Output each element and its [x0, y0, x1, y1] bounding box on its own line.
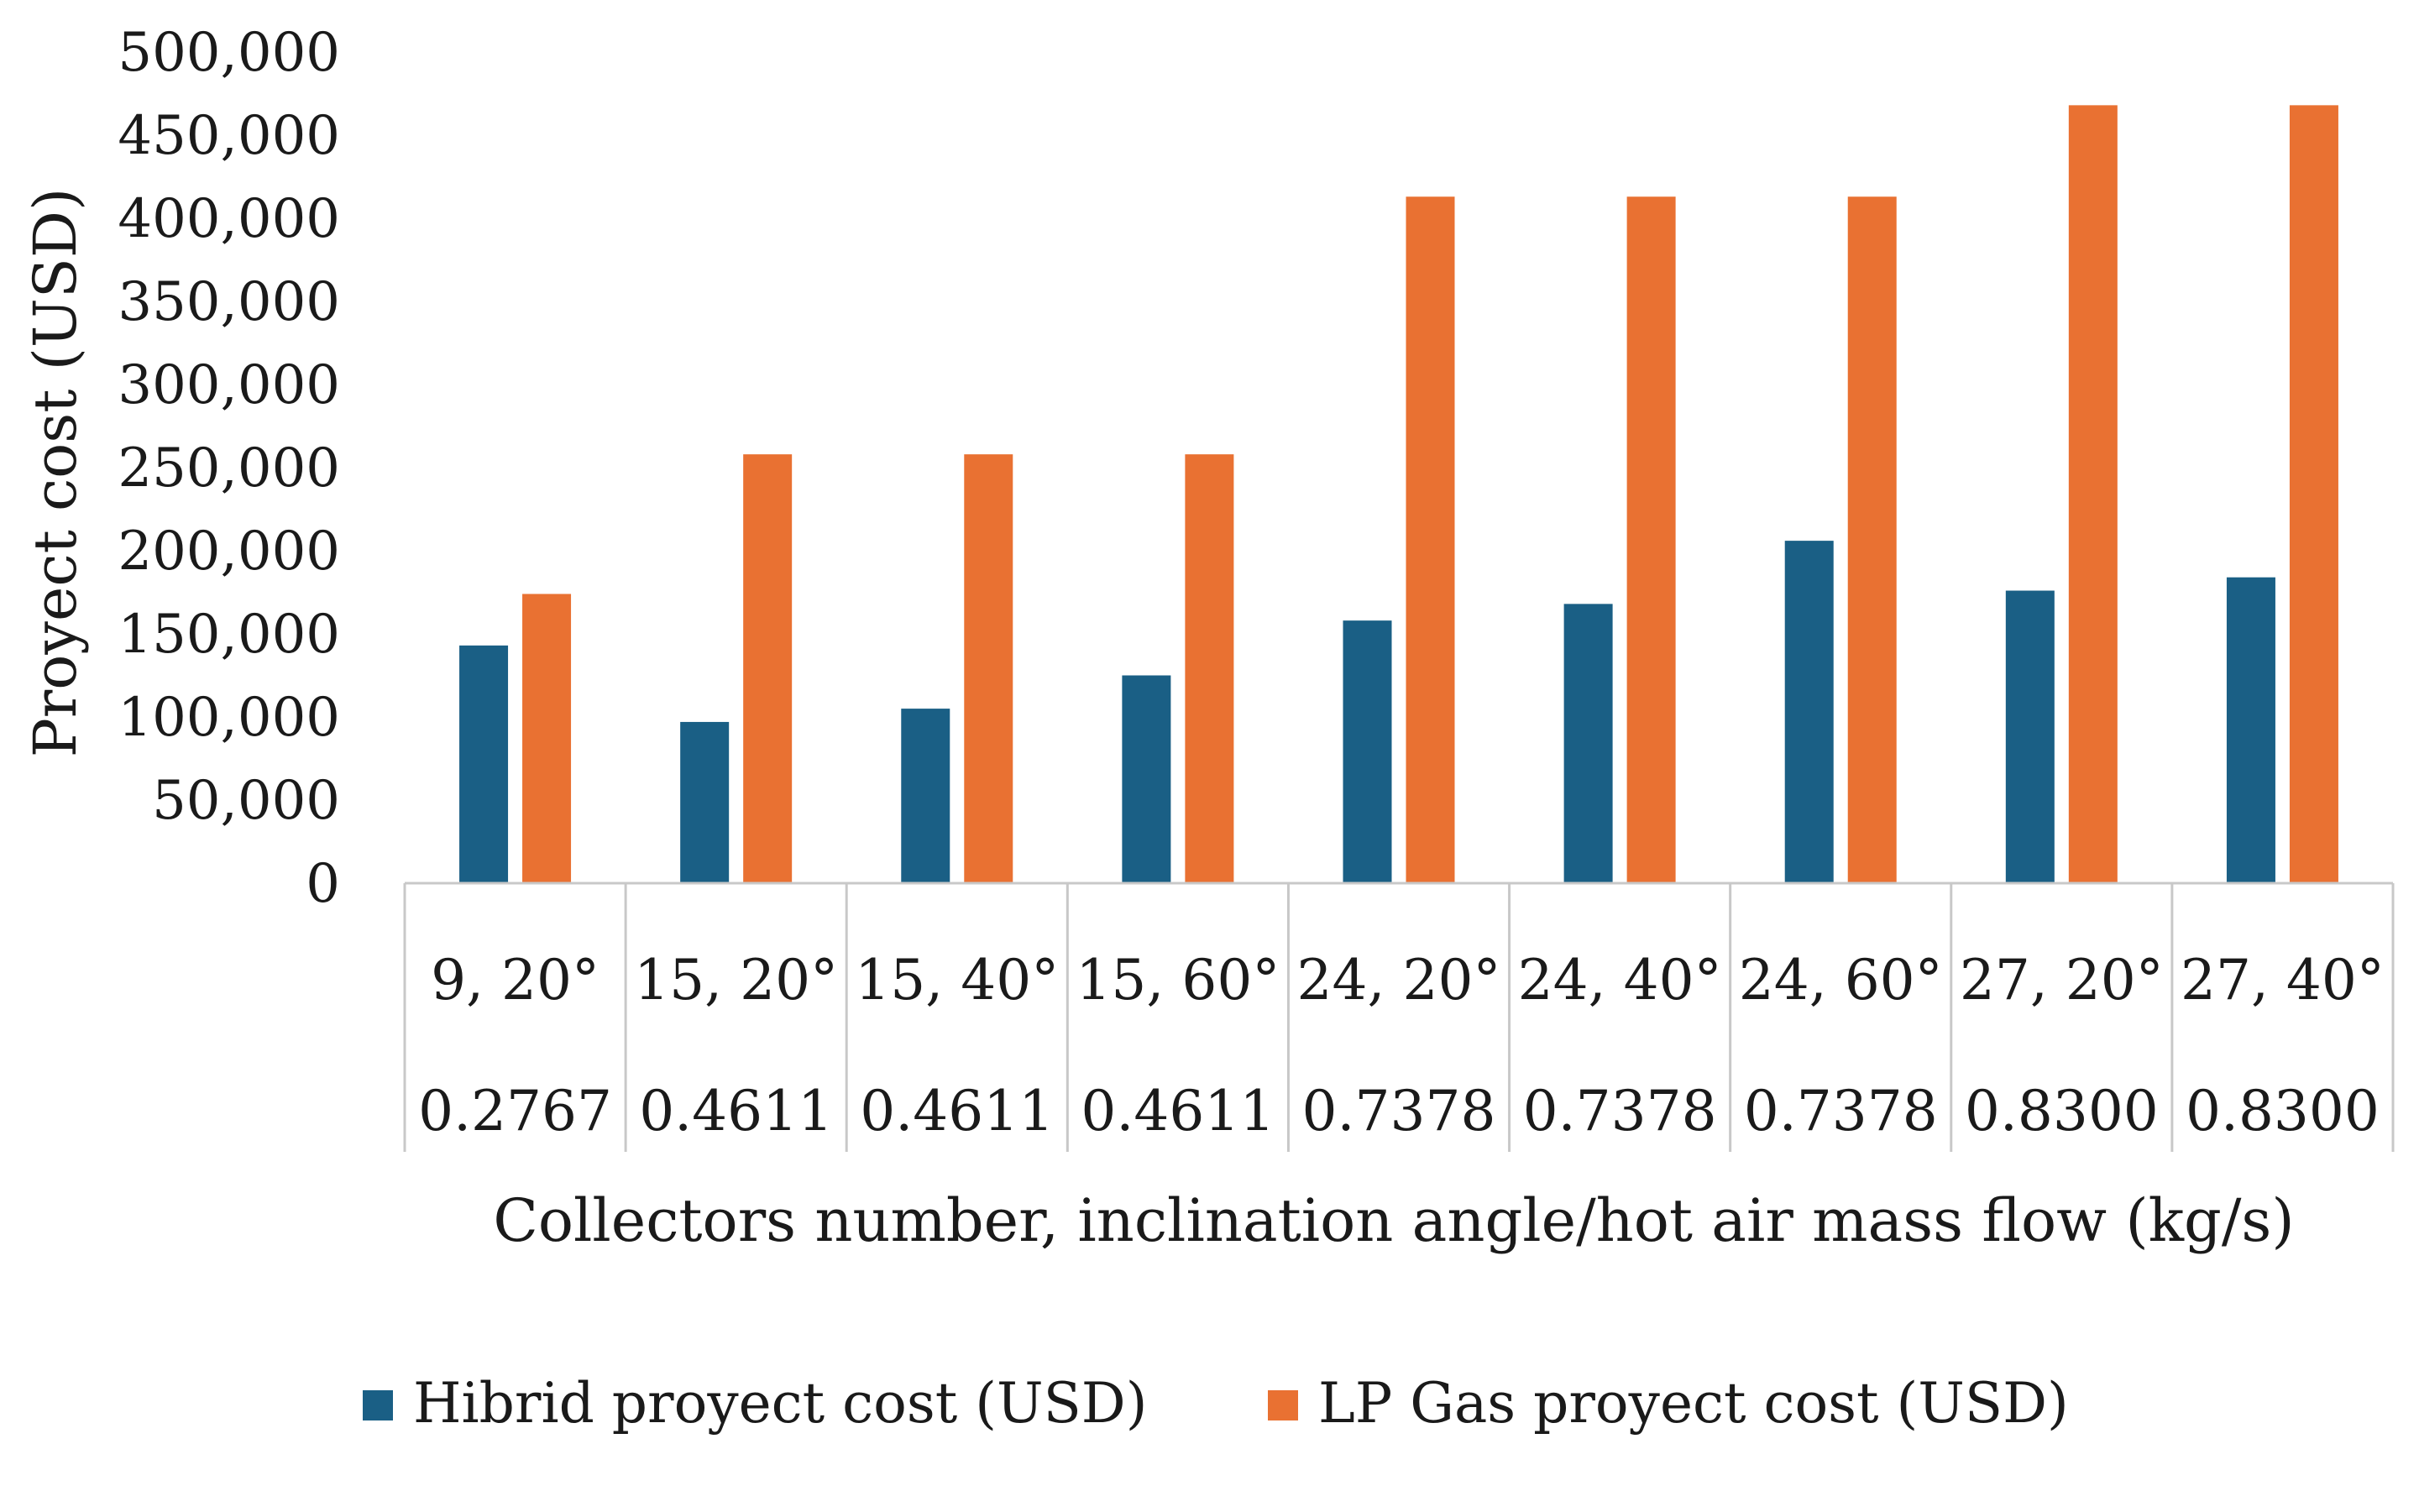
category-label: 15, 40°: [855, 948, 1059, 1012]
bar-hibrid: [1122, 675, 1171, 883]
category-label: 9, 20°: [431, 948, 600, 1012]
mass-flow-label: 0.7378: [1744, 1079, 1938, 1143]
bar-lpgas: [2068, 105, 2118, 884]
bar-lpgas: [1185, 454, 1234, 883]
y-tick-label: 300,000: [118, 354, 340, 416]
bar-hibrid: [2226, 577, 2275, 883]
legend-label-hibrid: Hibrid proyect cost (USD): [413, 1371, 1147, 1436]
y-tick-label: 400,000: [118, 188, 340, 250]
y-axis-ticks: 0 50,000 100,000 150,000 200,000 250,000 300,0…: [118, 22, 340, 915]
y-tick-label: 350,000: [118, 271, 340, 333]
category-table: [403, 882, 2395, 1152]
bar-lpgas: [743, 454, 793, 883]
bar-hibrid: [1784, 541, 1834, 883]
category-label: 24, 60°: [1739, 948, 1943, 1012]
mass-flow-label: 0.2767: [418, 1079, 612, 1143]
y-tick-label: 450,000: [118, 105, 340, 167]
bars: [459, 105, 2338, 884]
mass-flow-label: 0.7378: [1523, 1079, 1717, 1143]
y-tick-label: 100,000: [118, 687, 340, 749]
y-tick-label: 250,000: [118, 437, 340, 500]
bar-lpgas: [1406, 196, 1455, 883]
bar-lpgas: [522, 594, 572, 883]
category-label: 27, 40°: [2181, 948, 2385, 1012]
category-label: 27, 20°: [1960, 948, 2164, 1012]
bar-hibrid: [1563, 604, 1613, 883]
y-tick-label: 200,000: [118, 521, 340, 583]
bar-lpgas: [964, 454, 1013, 883]
y-tick-label: 500,000: [118, 22, 340, 84]
bar-lpgas: [2289, 105, 2338, 884]
bar-hibrid: [2005, 590, 2055, 883]
category-label: 15, 60°: [1076, 948, 1280, 1012]
y-axis-title: Proyect cost (USD): [21, 188, 90, 758]
mass-flow-label: 0.7378: [1302, 1079, 1496, 1143]
category-labels: 9, 20° 0.2767 15, 20° 0.4611 15, 40° 0.4611 15…: [418, 948, 2385, 1143]
mass-flow-label: 0.4611: [1081, 1079, 1275, 1143]
x-axis-title: Collectors number, inclination angle/hot…: [493, 1186, 2294, 1255]
y-tick-label: 0: [306, 853, 340, 915]
mass-flow-label: 0.4611: [860, 1079, 1054, 1143]
bar-hibrid: [1343, 620, 1392, 883]
mass-flow-label: 0.4611: [639, 1079, 833, 1143]
mass-flow-label: 0.8300: [2186, 1079, 2380, 1143]
category-label: 24, 20°: [1297, 948, 1501, 1012]
legend-swatch-lpgas: [1268, 1390, 1298, 1420]
bar-hibrid: [459, 645, 509, 883]
bar-lpgas: [1626, 196, 1676, 883]
legend-swatch-hibrid: [363, 1390, 393, 1420]
y-tick-label: 150,000: [118, 604, 340, 666]
bar-lpgas: [1847, 196, 1897, 883]
category-label: 24, 40°: [1518, 948, 1722, 1012]
category-label: 15, 20°: [634, 948, 838, 1012]
legend: Hibrid proyect cost (USD) LP Gas proyect…: [363, 1371, 2069, 1436]
bar-hibrid: [901, 709, 950, 883]
y-tick-label: 50,000: [152, 770, 340, 832]
mass-flow-label: 0.8300: [1965, 1079, 2159, 1143]
legend-label-lpgas: LP Gas proyect cost (USD): [1318, 1371, 2069, 1436]
bar-hibrid: [680, 721, 730, 883]
